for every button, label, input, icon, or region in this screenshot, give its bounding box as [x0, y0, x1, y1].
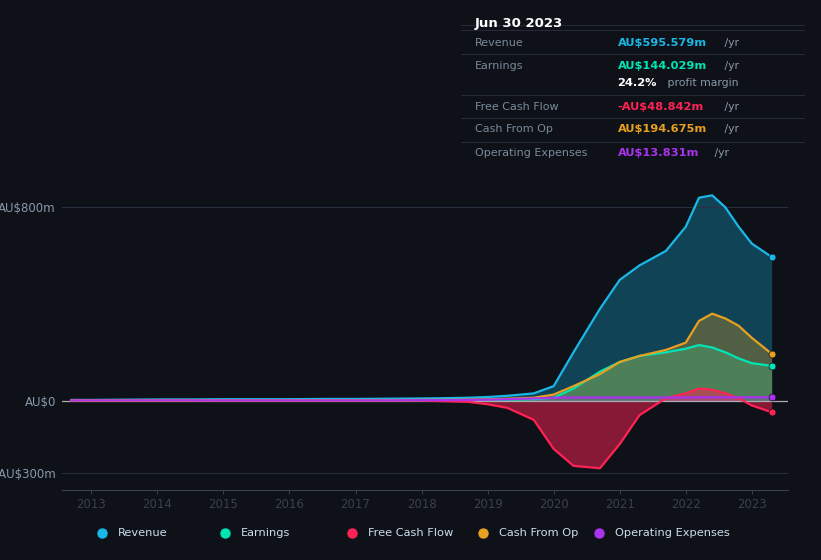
Text: Free Cash Flow: Free Cash Flow — [475, 102, 559, 111]
Text: Operating Expenses: Operating Expenses — [615, 528, 730, 538]
Text: AU$13.831m: AU$13.831m — [617, 148, 699, 158]
Text: Operating Expenses: Operating Expenses — [475, 148, 588, 158]
Text: /yr: /yr — [721, 124, 739, 134]
Text: /yr: /yr — [721, 38, 739, 48]
Text: Earnings: Earnings — [475, 61, 524, 71]
Text: /yr: /yr — [712, 148, 729, 158]
Text: Cash From Op: Cash From Op — [499, 528, 578, 538]
Text: Earnings: Earnings — [241, 528, 291, 538]
Text: Revenue: Revenue — [475, 38, 524, 48]
Text: Free Cash Flow: Free Cash Flow — [368, 528, 453, 538]
Text: /yr: /yr — [721, 102, 739, 111]
Text: Revenue: Revenue — [117, 528, 167, 538]
Text: Cash From Op: Cash From Op — [475, 124, 553, 134]
Text: AU$194.675m: AU$194.675m — [617, 124, 707, 134]
Text: AU$595.579m: AU$595.579m — [617, 38, 707, 48]
Text: /yr: /yr — [721, 61, 739, 71]
Text: Jun 30 2023: Jun 30 2023 — [475, 17, 563, 30]
Text: AU$144.029m: AU$144.029m — [617, 61, 707, 71]
Text: -AU$48.842m: -AU$48.842m — [617, 102, 704, 111]
Text: profit margin: profit margin — [664, 78, 739, 88]
Text: 24.2%: 24.2% — [617, 78, 657, 88]
